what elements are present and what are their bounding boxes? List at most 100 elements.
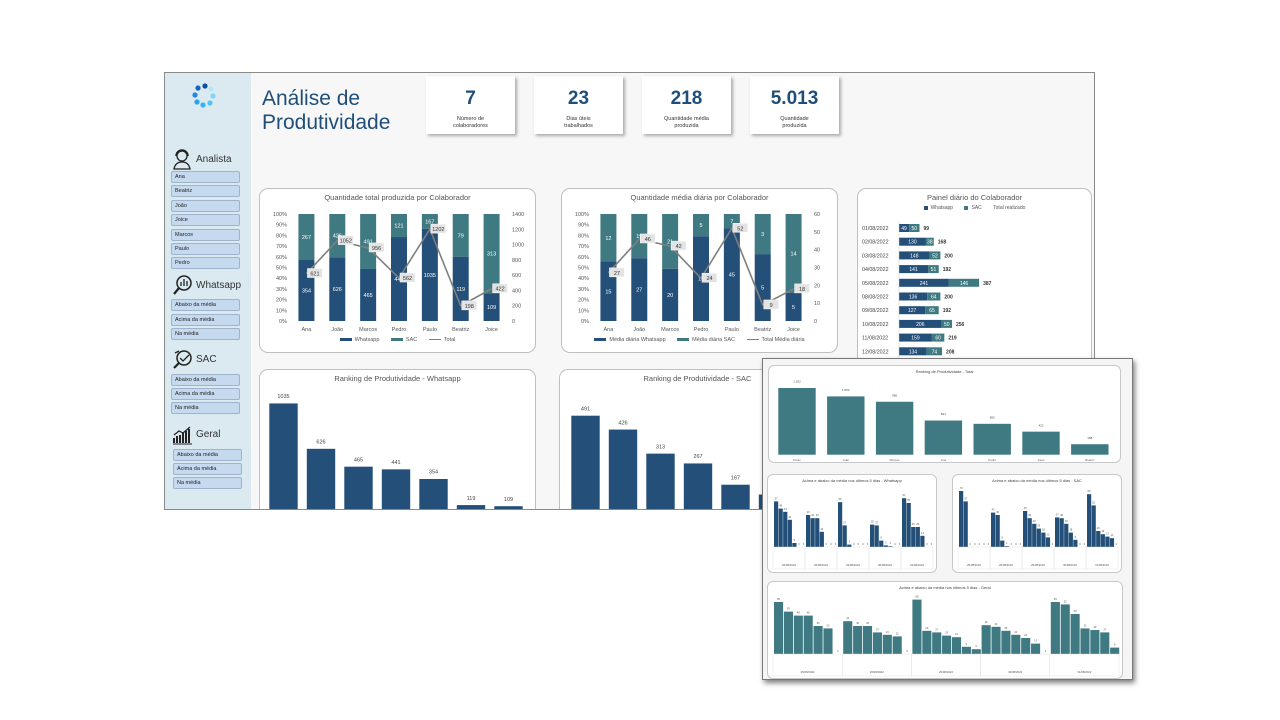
label-whatsapp: 241 [920,281,929,287]
filter-button[interactable]: Acima da média [171,388,240,400]
filter-button[interactable]: Na média [171,402,240,414]
filter-button[interactable]: Joice [171,214,240,226]
bar [942,635,952,654]
legend-total: Total realizado [993,205,1026,211]
bar-value-label: 24 [1014,630,1017,634]
y-tick-left: 90% [578,223,589,229]
bar [793,615,803,654]
total-label-box [368,242,385,253]
bar-value-label: 41 [846,616,849,620]
date-label: 11/08/2022 [862,336,888,342]
bar [991,626,1001,654]
y-tick-right: 40 [814,248,820,254]
y-tick-left: 0% [279,319,287,325]
filter-button[interactable]: Pedro [171,257,240,269]
filter-button[interactable]: Paulo [171,243,240,255]
legend-whatsapp: Whatsapp [930,205,954,211]
filter-button[interactable]: Marcos [171,229,240,241]
bar-label-whatsapp: 119 [456,287,465,293]
bar-value-label: 50 [1074,609,1077,613]
bar-value-label: 29 [1004,626,1007,630]
y-tick-right: 1000 [512,243,524,249]
bar [1021,638,1031,654]
ranking-bar [268,402,299,509]
bar-label-sac: 167 [425,219,434,225]
kpi-value: 218 [670,88,703,109]
ranking-bar [456,504,486,509]
total-label: 9 [770,303,773,309]
bar-value-label: 48 [779,504,782,508]
bar [912,599,922,654]
filter-button[interactable]: Beatriz [171,185,240,197]
bar-value-label: 441 [391,460,400,466]
bar-sac [662,214,679,269]
chart-ranking-total: 1.202 Paulo 1.052 João 956 Marcos 621 Ana 562 Ped… [768,365,1121,463]
bar-sac [631,214,648,259]
total-label-box [492,283,508,293]
bar-value-label: 267 [693,454,702,460]
bar-value-label: 55 [907,498,910,502]
bar-value-label: 35 [866,621,869,625]
bar-value-label: 48 [797,611,800,615]
bar [813,626,823,654]
x-tick: João [633,327,645,333]
legend-total: Total Média diária [761,337,805,343]
bar-value-label: 5 [794,538,796,542]
filter-button[interactable]: João [171,200,240,212]
y-tick-left: 30% [276,287,287,293]
date-label: 05/08/2022 [862,281,889,287]
bar-whatsapp [899,306,926,315]
total-label: 52 [737,226,743,232]
bar-sac [925,306,939,315]
legend-whatsapp: Whatsapp [354,337,380,343]
filter-button[interactable]: Acima da média [173,463,242,475]
filter-button[interactable]: Acima da média [171,314,240,326]
ranking-bar [570,415,601,509]
bar-label-sac: 79 [458,233,464,239]
bar-label-whatsapp: 15 [605,289,611,295]
bar-value-label: 66 [1088,489,1091,493]
filter-button[interactable]: Na média [173,477,242,489]
bar [1011,634,1021,654]
bar-value-label: 65 [777,597,780,601]
bar-whatsapp [421,228,438,321]
kpi-card: 7 Número de colaboradores [426,76,515,134]
bar-value-label: 1.052 [842,388,850,392]
y-tick-right: 50 [814,230,820,236]
title-line-1: Análise de [262,87,361,110]
legend-sac: SAC [971,205,982,211]
filter-button[interactable]: Ana [171,171,240,183]
bar [902,498,907,547]
bar-value-label: 21 [955,632,958,636]
bar-value-label: 48 [807,611,810,615]
label-total: 192 [943,267,952,273]
bar [1027,518,1032,547]
filter-button[interactable]: Abaixo da média [173,449,242,461]
bar [981,625,991,654]
filter-button[interactable]: Abaixo da média [171,374,240,386]
x-tick: João [331,327,343,333]
label-whatsapp: 159 [911,336,920,342]
x-tick: Pedro [392,327,407,333]
filter-button[interactable]: Na média [171,328,240,340]
date-label: 02/08/2022 [862,240,889,246]
label-sac: 50 [912,226,918,232]
bar [922,630,932,654]
section-sac: SAC [171,348,217,370]
bar [1060,604,1070,654]
legend-whatsapp: Média diária Whatsapp [609,337,666,343]
bar [932,632,942,654]
bar-value-label: 34 [788,515,791,519]
bar-value-label: 35 [856,621,859,625]
bar [1073,539,1078,547]
y-tick-right: 800 [512,258,521,264]
bar-whatsapp [899,278,949,287]
filter-button[interactable]: Abaixo da média [171,299,240,311]
bar-sac [600,214,617,262]
bar-value-label: 465 [354,457,363,463]
bar [882,634,892,654]
bar [1109,538,1115,547]
bar-value-label: 8 [1002,536,1004,540]
bar-value-label: 0 [837,649,839,653]
bar-whatsapp [899,237,926,246]
